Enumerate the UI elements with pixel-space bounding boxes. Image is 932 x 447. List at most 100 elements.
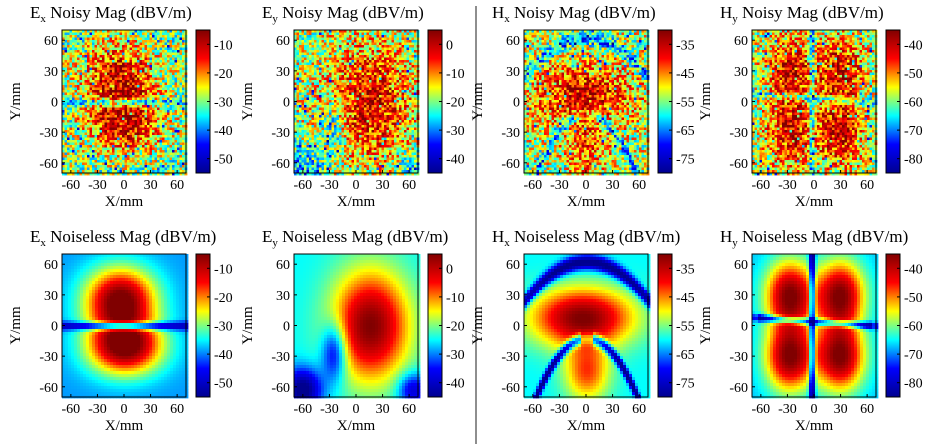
heatmap-cell xyxy=(332,123,335,126)
heatmap-cell xyxy=(384,35,387,38)
heatmap-cell xyxy=(324,95,327,98)
heatmap-cell xyxy=(117,50,120,53)
heatmap-cell xyxy=(70,43,73,46)
heatmap-cell xyxy=(127,143,130,146)
heatmap-cell xyxy=(80,58,83,61)
heatmap-cell xyxy=(112,43,115,46)
heatmap-cell xyxy=(75,35,78,38)
heatmap-cell xyxy=(167,170,170,173)
heatmap-cell xyxy=(77,70,80,73)
heatmap-cell xyxy=(324,63,327,66)
heatmap-cell xyxy=(147,150,150,153)
heatmap-cell xyxy=(317,68,320,71)
heatmap-cell xyxy=(77,48,80,51)
heatmap-cell xyxy=(344,123,347,126)
heatmap-cell xyxy=(110,145,113,148)
heatmap-cell xyxy=(297,133,300,136)
heatmap-cell xyxy=(414,98,417,101)
heatmap-cell xyxy=(352,40,355,43)
heatmap-cell xyxy=(125,95,128,98)
heatmap-cell xyxy=(120,165,123,168)
heatmap-cell xyxy=(367,123,370,126)
heatmap-cell xyxy=(95,163,98,166)
heatmap-cell xyxy=(344,73,347,76)
heatmap-cell xyxy=(162,158,165,161)
heatmap-cell xyxy=(387,75,390,78)
heatmap-cell xyxy=(327,65,330,68)
heatmap-cell xyxy=(407,85,410,88)
heatmap-cell xyxy=(162,48,165,51)
heatmap-cell xyxy=(132,155,135,158)
heatmap-cell xyxy=(332,73,335,76)
heatmap-cell xyxy=(137,135,140,138)
heatmap-cell xyxy=(369,58,372,61)
heatmap-cell xyxy=(402,90,405,93)
heatmap-cell xyxy=(377,58,380,61)
heatmap-cell xyxy=(297,110,300,113)
heatmap-cell xyxy=(357,55,360,58)
heatmap-cell xyxy=(322,53,325,56)
heatmap-cell xyxy=(367,43,370,46)
heatmap-cell xyxy=(150,83,153,86)
heatmap-cell xyxy=(65,88,68,91)
heatmap-cell xyxy=(162,115,165,118)
heatmap-cell xyxy=(344,55,347,58)
heatmap-cell xyxy=(170,43,173,46)
heatmap-cell xyxy=(100,65,103,68)
heatmap-cell xyxy=(100,75,103,78)
heatmap-cell xyxy=(112,70,115,73)
heatmap-cell xyxy=(110,165,113,168)
heatmap-cell xyxy=(344,98,347,101)
heatmap-cell xyxy=(107,75,110,78)
heatmap-cell xyxy=(95,90,98,93)
heatmap-cell xyxy=(145,110,148,113)
heatmap-cell xyxy=(299,125,302,128)
heatmap-cell xyxy=(147,83,150,86)
heatmap-cell xyxy=(387,110,390,113)
heatmap-cell xyxy=(394,113,397,116)
heatmap-cell xyxy=(112,98,115,101)
heatmap-cell xyxy=(180,135,183,138)
heatmap-cell xyxy=(384,118,387,121)
heatmap-cell xyxy=(322,125,325,128)
heatmap-cell xyxy=(137,55,140,58)
heatmap-cell xyxy=(309,80,312,83)
heatmap-cell xyxy=(90,160,93,163)
heatmap-cell xyxy=(142,70,145,73)
heatmap-cell xyxy=(70,145,73,148)
heatmap-cell xyxy=(77,110,80,113)
heatmap-cell xyxy=(404,50,407,53)
heatmap-cell xyxy=(127,43,130,46)
heatmap-cell xyxy=(402,68,405,71)
heatmap-cell xyxy=(132,48,135,51)
heatmap-cell xyxy=(70,75,73,78)
heatmap-cell xyxy=(344,83,347,86)
heatmap-cell xyxy=(107,148,110,151)
heatmap-cell xyxy=(72,60,75,63)
heatmap-cell xyxy=(314,115,317,118)
heatmap-cell xyxy=(394,83,397,86)
heatmap-cell xyxy=(344,40,347,43)
heatmap-cell xyxy=(107,100,110,103)
heatmap-cell xyxy=(175,40,178,43)
heatmap-cell xyxy=(130,158,133,161)
heatmap-cell xyxy=(175,60,178,63)
heatmap-cell xyxy=(412,128,415,131)
heatmap-cell xyxy=(332,100,335,103)
heatmap-cell xyxy=(364,63,367,66)
heatmap-cell xyxy=(127,85,130,88)
heatmap-cell xyxy=(367,75,370,78)
heatmap-cell xyxy=(82,50,85,53)
heatmap-cell xyxy=(412,95,415,98)
heatmap-cell xyxy=(180,73,183,76)
heatmap-cell xyxy=(344,68,347,71)
heatmap-cell xyxy=(412,33,415,36)
heatmap-cell xyxy=(374,65,377,68)
heatmap-cell xyxy=(307,33,310,36)
heatmap-cell xyxy=(87,145,90,148)
heatmap-cell xyxy=(67,75,70,78)
heatmap-cell xyxy=(150,110,153,113)
heatmap-cell xyxy=(177,145,180,148)
heatmap-cell xyxy=(384,70,387,73)
heatmap-cell xyxy=(299,105,302,108)
